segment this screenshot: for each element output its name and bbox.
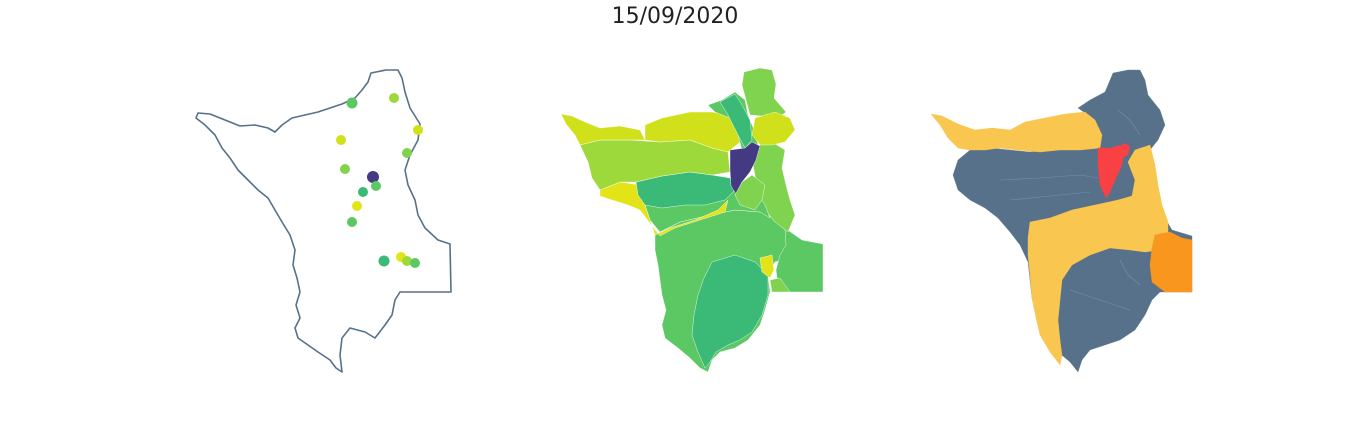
region bbox=[729, 141, 761, 195]
region bbox=[1149, 231, 1193, 293]
region bbox=[719, 93, 753, 149]
region bbox=[930, 111, 1103, 153]
station-point bbox=[402, 148, 412, 158]
station-point bbox=[347, 217, 357, 227]
region bbox=[769, 277, 791, 293]
internal-boundaries bbox=[999, 109, 1141, 311]
region bbox=[1097, 144, 1125, 199]
station-point bbox=[346, 97, 358, 109]
region bbox=[599, 181, 729, 237]
region bbox=[1118, 143, 1130, 158]
station-point bbox=[352, 201, 362, 211]
station-point bbox=[336, 135, 346, 145]
category-regions bbox=[930, 69, 1193, 373]
station-point bbox=[378, 255, 390, 267]
choropleth-regions bbox=[560, 67, 824, 373]
station-point bbox=[413, 125, 423, 135]
region bbox=[1027, 144, 1169, 366]
figure-title: 15/09/2020 bbox=[611, 4, 739, 29]
station-points bbox=[336, 93, 423, 268]
region-outline bbox=[195, 69, 452, 373]
station-point bbox=[402, 256, 412, 266]
station-point bbox=[367, 171, 379, 183]
station-point bbox=[410, 258, 420, 268]
region bbox=[759, 254, 775, 279]
region bbox=[579, 139, 731, 191]
region bbox=[734, 174, 766, 211]
station-point bbox=[340, 164, 350, 174]
station-point bbox=[371, 181, 381, 191]
region bbox=[751, 111, 796, 146]
station-point bbox=[358, 187, 368, 197]
station-point bbox=[389, 93, 399, 103]
